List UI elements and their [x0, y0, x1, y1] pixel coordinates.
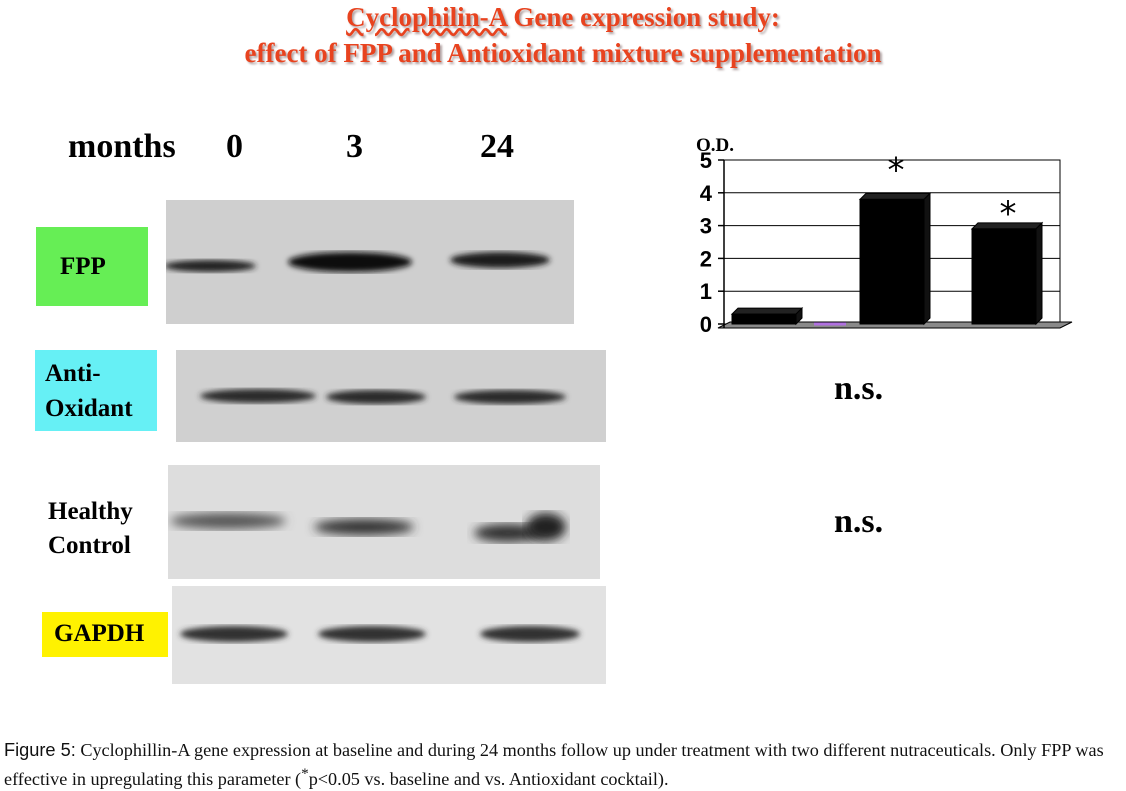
blot-panel-healthy-control	[168, 465, 600, 579]
y-tick-label: 5	[700, 148, 712, 173]
y-tick-label: 3	[700, 214, 712, 239]
bar-top	[730, 307, 804, 315]
gapdh-label-box	[42, 612, 168, 657]
blot-panel-gapdh	[172, 586, 606, 684]
bar	[971, 228, 1037, 325]
blot-panel-antioxidant	[176, 350, 606, 442]
antioxidant-label-line-2: Oxidant	[45, 395, 133, 422]
y-tick-label: 0	[700, 312, 712, 337]
bar-top	[858, 192, 932, 200]
months-label: months	[68, 128, 176, 165]
band	[326, 390, 426, 404]
timepoint-0: 0	[226, 128, 243, 165]
band	[200, 389, 316, 403]
y-axis-label: O.D.	[696, 136, 734, 156]
band	[526, 513, 566, 541]
band	[314, 519, 414, 535]
band	[474, 524, 542, 542]
gapdh-label: GAPDH	[54, 620, 145, 647]
bar	[731, 313, 797, 325]
healthy-control-label-line-2: Control	[48, 532, 131, 559]
band	[288, 252, 412, 272]
band	[166, 260, 256, 272]
band	[170, 513, 286, 529]
band	[318, 626, 426, 642]
caption-text-a: Cyclophillin-A gene expression at baseli…	[4, 740, 1104, 790]
figure-title-line-2: effect of FPP and Antioxidant mixture su…	[244, 38, 882, 68]
timepoint-3: 3	[346, 128, 363, 165]
bar-side	[923, 192, 931, 326]
band	[450, 252, 550, 268]
band	[480, 626, 580, 642]
title-line-1-rest: Gene expression study:	[506, 2, 780, 32]
figure-title-line-1: Cyclophilin-A Gene expression study:	[0, 2, 1126, 33]
caption-text-b: p<0.05 vs. baseline and vs. Antioxidant …	[308, 769, 669, 790]
band	[180, 626, 288, 642]
blot-panel-fpp	[166, 200, 574, 324]
significance-annotation: *	[888, 150, 905, 190]
figure-caption: Figure 5: Cyclophillin-A gene expression…	[4, 738, 1122, 791]
y-tick-label: 4	[700, 181, 713, 206]
y-tick-label: 1	[700, 279, 712, 304]
antioxidant-label-line-1: Anti-	[45, 360, 101, 387]
timepoint-24: 24	[480, 128, 514, 165]
caption-significance-mark: *	[301, 765, 309, 782]
od-bar-chart: O.D. 0 1 2 3 4 5 * *	[696, 136, 1073, 337]
bar	[859, 198, 925, 325]
antioxidant-label-box	[35, 350, 157, 431]
significance-annotation: *	[1000, 194, 1017, 234]
fpp-label-box	[36, 227, 148, 306]
ns-label-healthy-control: n.s.	[834, 503, 884, 540]
bar-side	[1035, 221, 1043, 326]
ns-label-antioxidant: n.s.	[834, 370, 884, 407]
fpp-label: FPP	[60, 253, 106, 280]
caption-figure-label: Figure 5:	[4, 740, 76, 760]
band	[454, 390, 566, 404]
healthy-control-label-line-1: Healthy	[48, 498, 133, 525]
title-gene-name: Cyclophilin-A	[346, 2, 507, 32]
y-tick-label: 2	[700, 246, 712, 271]
